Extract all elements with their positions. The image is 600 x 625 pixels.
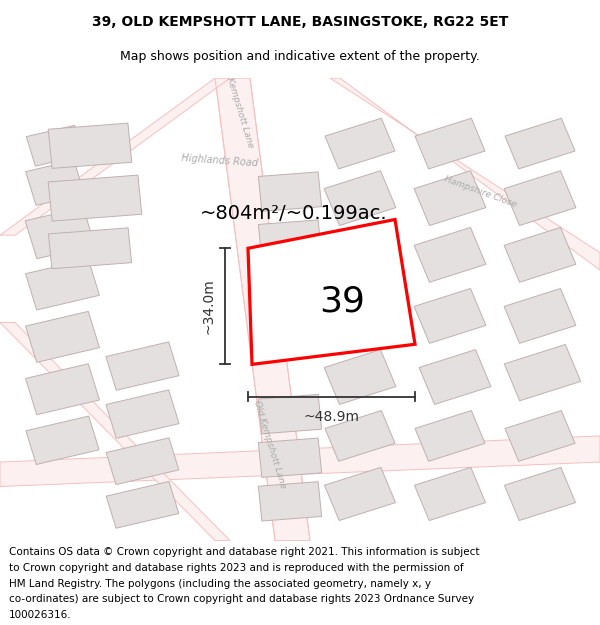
Polygon shape [248,219,415,364]
Polygon shape [259,482,322,521]
Polygon shape [505,118,575,169]
Polygon shape [324,349,396,404]
Polygon shape [0,78,230,235]
Text: Kempshott Lane: Kempshott Lane [225,77,255,149]
Polygon shape [26,259,100,310]
Polygon shape [414,228,486,282]
Polygon shape [330,78,600,270]
Polygon shape [259,220,322,259]
Text: 39: 39 [320,284,365,318]
Text: co-ordinates) are subject to Crown copyright and database rights 2023 Ordnance S: co-ordinates) are subject to Crown copyr… [9,594,474,604]
Polygon shape [48,123,132,168]
Polygon shape [49,228,131,269]
Polygon shape [324,171,396,226]
Text: 39, OLD KEMPSHOTT LANE, BASINGSTOKE, RG22 5ET: 39, OLD KEMPSHOTT LANE, BASINGSTOKE, RG2… [92,15,508,29]
Polygon shape [259,394,322,434]
Polygon shape [505,468,575,521]
Polygon shape [106,390,179,438]
Text: HM Land Registry. The polygons (including the associated geometry, namely x, y: HM Land Registry. The polygons (includin… [9,579,431,589]
Polygon shape [106,342,179,390]
Polygon shape [419,349,491,404]
Polygon shape [325,468,395,521]
Text: ~48.9m: ~48.9m [304,410,359,424]
Polygon shape [504,289,576,343]
Polygon shape [106,481,179,528]
Polygon shape [415,468,485,521]
Polygon shape [26,416,99,464]
Polygon shape [0,322,230,541]
Polygon shape [415,411,485,461]
Polygon shape [504,228,576,282]
Polygon shape [259,172,322,211]
Polygon shape [414,289,486,343]
Text: ~34.0m: ~34.0m [201,279,215,334]
Text: Contains OS data © Crown copyright and database right 2021. This information is : Contains OS data © Crown copyright and d… [9,548,479,558]
Polygon shape [26,311,100,362]
Polygon shape [26,126,83,166]
Polygon shape [259,438,322,478]
Polygon shape [325,118,395,169]
Text: Old Kempshott Lane: Old Kempshott Lane [253,399,287,489]
Polygon shape [215,78,310,541]
Polygon shape [26,161,85,206]
Polygon shape [325,411,395,461]
Polygon shape [504,344,581,401]
Polygon shape [415,118,485,169]
Text: Hampshire Close: Hampshire Close [443,174,517,209]
Polygon shape [26,364,100,414]
Polygon shape [414,171,486,226]
Text: Highlands Road: Highlands Road [181,153,259,169]
Text: to Crown copyright and database rights 2023 and is reproduced with the permissio: to Crown copyright and database rights 2… [9,563,464,573]
Polygon shape [504,171,576,226]
Text: 100026316.: 100026316. [9,610,71,620]
Polygon shape [48,175,142,221]
Text: ~804m²/~0.199ac.: ~804m²/~0.199ac. [200,204,388,223]
Polygon shape [25,208,95,259]
Text: Map shows position and indicative extent of the property.: Map shows position and indicative extent… [120,50,480,62]
Polygon shape [324,289,396,343]
Polygon shape [106,438,179,484]
Polygon shape [0,436,600,486]
Polygon shape [324,228,396,282]
Polygon shape [505,411,575,461]
